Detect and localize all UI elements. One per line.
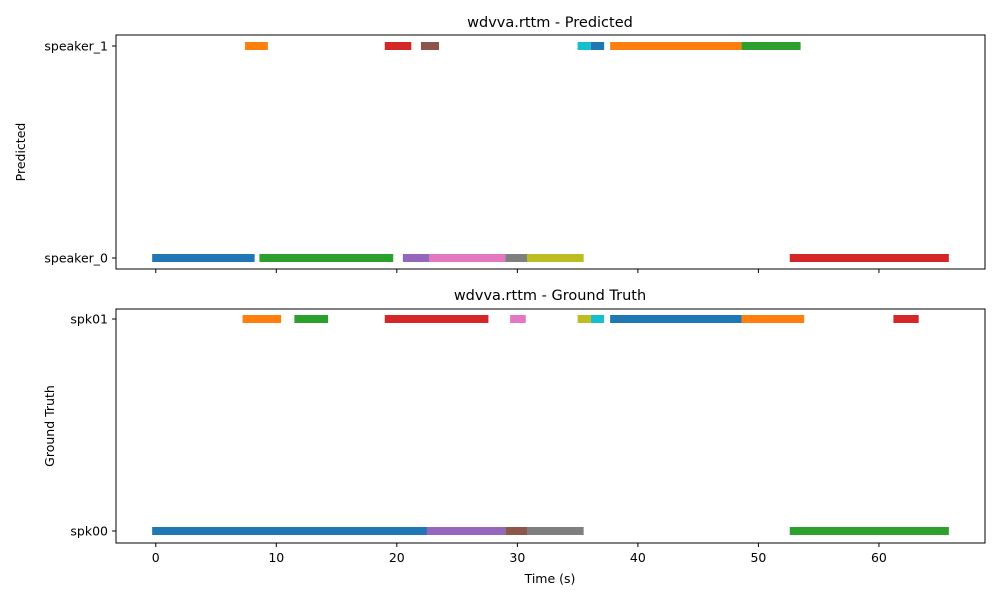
ground-truth-segment-spk00-11 [505, 527, 527, 535]
ground-truth-yticks: spk00 spk01 [70, 312, 116, 539]
ground-truth-ytick-label-spk01: spk01 [70, 312, 108, 327]
ground-truth-xtick-label-0: 0 [152, 550, 160, 565]
predicted-segment-speaker_0-10 [429, 254, 506, 262]
predicted-xticks [155, 269, 880, 273]
ground-truth-panel: wdvva.rttm - Ground Truth Ground Truth s… [42, 288, 986, 586]
predicted-segment-speaker_1-5 [610, 42, 742, 50]
ground-truth-segment-spk01-8 [893, 315, 919, 323]
predicted-segment-speaker_1-2 [420, 42, 440, 50]
ground-truth-xtick-label-10: 10 [268, 550, 284, 565]
ground-truth-segment-spk01-0 [242, 315, 282, 323]
predicted-segment-speaker_1-4 [590, 42, 605, 50]
ground-truth-title: wdvva.rttm - Ground Truth [454, 288, 646, 304]
ground-truth-axes-frame [115, 308, 986, 544]
time-axis-label: Time (s) [524, 571, 576, 586]
predicted-ytick-label-speaker_0: speaker_0 [44, 251, 108, 266]
predicted-segment-speaker_0-8 [259, 254, 394, 262]
ground-truth-segment-spk01-4 [577, 315, 591, 323]
ground-truth-ytick-label-spk00: spk00 [70, 524, 108, 539]
predicted-segment-speaker_0-9 [402, 254, 430, 262]
ground-truth-segment-spk01-5 [590, 315, 605, 323]
ground-truth-segment-spk01-7 [741, 315, 805, 323]
predicted-segment-speaker_0-13 [789, 254, 949, 262]
ground-truth-xtick-label-20: 20 [389, 550, 405, 565]
predicted-axes-frame [115, 34, 986, 270]
predicted-segment-speaker_1-6 [741, 42, 801, 50]
predicted-segment-speaker_1-0 [244, 42, 268, 50]
ground-truth-xtick-label-60: 60 [871, 550, 887, 565]
ground-truth-segment-spk00-13 [789, 527, 949, 535]
ground-truth-segment-spk00-10 [426, 527, 506, 535]
predicted-segment-speaker_0-11 [505, 254, 527, 262]
ground-truth-segment-spk01-1 [294, 315, 329, 323]
ground-truth-xtick-label-30: 30 [509, 550, 525, 565]
ground-truth-segment-spk01-6 [610, 315, 742, 323]
predicted-segments [152, 42, 949, 262]
ground-truth-segment-spk01-2 [384, 315, 489, 323]
predicted-segment-speaker_0-7 [152, 254, 255, 262]
predicted-yticks: speaker_0 speaker_1 [44, 39, 116, 266]
predicted-title: wdvva.rttm - Predicted [467, 15, 633, 31]
predicted-ylabel: Predicted [13, 123, 28, 182]
ground-truth-xticks: 0 10 20 30 40 50 60 [152, 543, 887, 565]
predicted-segment-speaker_0-12 [527, 254, 584, 262]
ground-truth-segment-spk01-3 [510, 315, 526, 323]
predicted-segment-speaker_1-1 [384, 42, 412, 50]
predicted-ytick-label-speaker_1: speaker_1 [44, 39, 108, 54]
predicted-segment-speaker_1-3 [577, 42, 591, 50]
ground-truth-xtick-label-40: 40 [630, 550, 646, 565]
ground-truth-ylabel: Ground Truth [42, 385, 57, 467]
predicted-panel: wdvva.rttm - Predicted Predicted speaker… [13, 15, 986, 273]
ground-truth-segments [152, 315, 949, 535]
ground-truth-xtick-label-50: 50 [750, 550, 766, 565]
ground-truth-segment-spk00-12 [527, 527, 584, 535]
ground-truth-segment-spk00-9 [152, 527, 427, 535]
